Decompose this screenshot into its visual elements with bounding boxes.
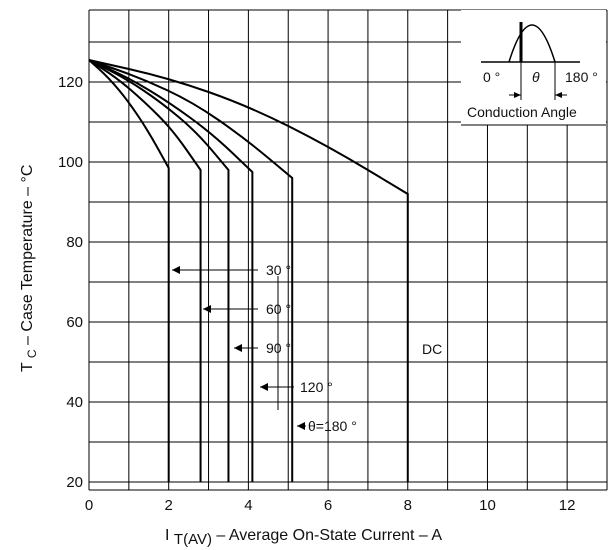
y-tick-label: 40: [66, 394, 83, 411]
annotations: 30 ° 60 ° 90 ° 120 ° θ=180 ° DC: [172, 262, 442, 434]
curves: [88, 59, 409, 482]
x-axis-title-main: I: [165, 527, 169, 544]
series-line-4: [88, 59, 294, 482]
inset-caption: Conduction Angle: [467, 104, 577, 120]
y-tick-label: 60: [66, 314, 83, 331]
label-30: 30 °: [266, 262, 291, 278]
label-60: 60 °: [266, 301, 291, 317]
y-tick-label: 120: [58, 74, 83, 91]
y-axis-title-sub: C: [25, 349, 39, 358]
series-line-2: [88, 59, 230, 482]
series-line-1: [88, 59, 202, 482]
x-axis-title-rest: Average On-State Current: [229, 527, 415, 544]
inset-theta-label: θ: [532, 69, 540, 85]
x-tick-label: 2: [165, 497, 173, 514]
inset-0-label: 0 °: [483, 69, 500, 85]
y-tick-label: 80: [66, 234, 83, 251]
x-axis-title: I T(AV) – Average On-State Current – A: [165, 527, 442, 548]
series-line-5: [88, 59, 409, 482]
label-90: 90 °: [266, 340, 291, 356]
series-line-0: [88, 59, 170, 482]
x-tick-label: 0: [85, 497, 93, 514]
label-dc: DC: [422, 341, 442, 357]
inset-conduction-angle: 0 ° θ 180 ° Conduction Angle: [461, 10, 606, 126]
y-axis-title-rest: Case Temperature: [19, 200, 36, 331]
y-tick-label: 100: [58, 154, 83, 171]
x-axis-title-sub: T(AV): [174, 531, 212, 548]
x-tick-label: 4: [244, 497, 252, 514]
tick-labels: 0 2 4 6 8 10 12 20 40 60 80 100 120: [58, 74, 576, 514]
x-tick-label: 10: [479, 497, 496, 514]
label-120: 120 °: [300, 379, 333, 395]
series-line-3: [88, 59, 254, 482]
y-tick-label: 20: [66, 474, 83, 491]
y-axis-title: T C – Case Temperature – °C: [19, 165, 40, 372]
x-axis-title-unit: A: [431, 527, 442, 544]
y-axis-title-unit: °C: [19, 165, 36, 183]
x-tick-label: 8: [404, 497, 412, 514]
y-axis-title-main: T: [19, 362, 36, 372]
x-tick-label: 12: [559, 497, 576, 514]
x-tick-label: 6: [324, 497, 332, 514]
label-180: θ=180 °: [308, 418, 357, 434]
inset-180-label: 180 °: [565, 69, 598, 85]
